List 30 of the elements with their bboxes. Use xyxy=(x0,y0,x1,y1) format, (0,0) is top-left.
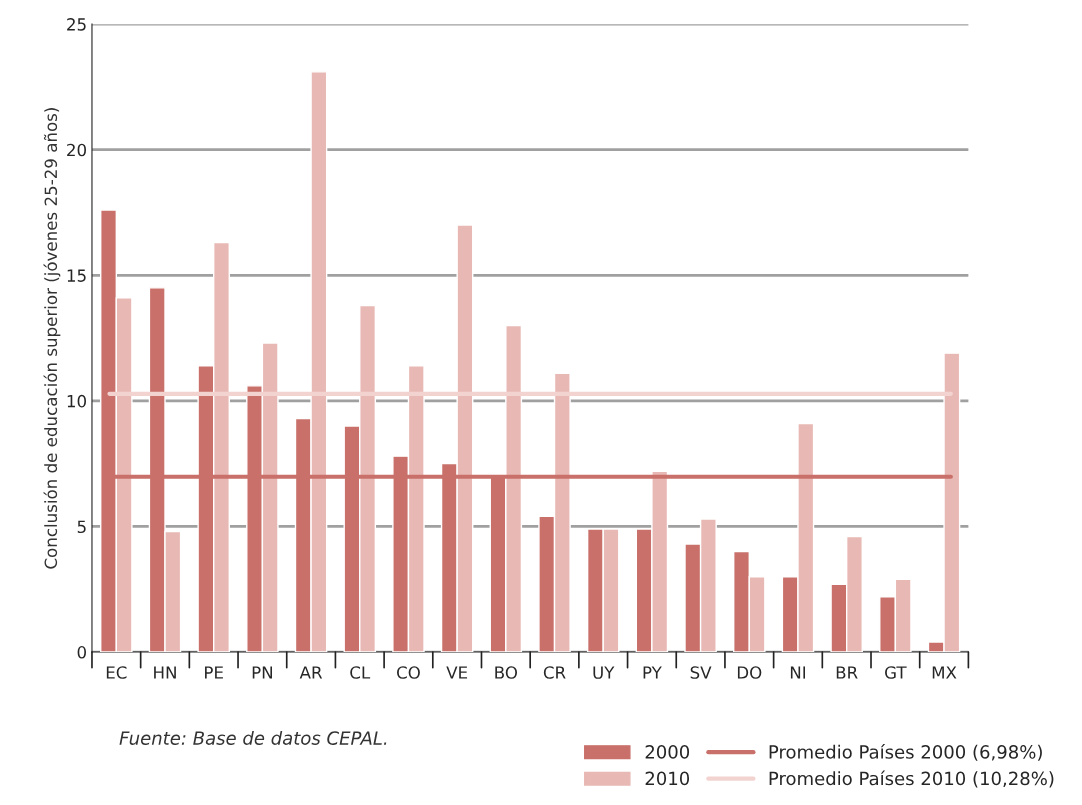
x-tick-label: NI xyxy=(790,666,806,679)
y-tick-label: 0 xyxy=(77,646,86,659)
y-tick-label: 20 xyxy=(67,143,86,157)
x-tick-label: EC xyxy=(106,666,127,679)
x-tick-label: MX xyxy=(932,666,957,679)
x-tick-label: UY xyxy=(593,666,615,679)
x-tick-label: PE xyxy=(205,666,223,679)
x-tick-label: AR xyxy=(299,666,323,679)
x-tick-label: PN xyxy=(252,666,273,679)
x-tick-label: BR xyxy=(836,666,858,679)
legend-label: Promedio Países 2000 (6,98%) xyxy=(769,744,1042,761)
x-tick-label: PY xyxy=(643,666,662,679)
y-tick-label: 25 xyxy=(67,18,86,31)
x-tick-label: HN xyxy=(154,666,176,679)
y-tick-label: 5 xyxy=(77,520,86,534)
legend-label: Promedio Países 2010 (10,28%) xyxy=(769,770,1054,788)
y-tick-label: 15 xyxy=(67,269,86,282)
x-tick-label: VE xyxy=(446,666,468,679)
y-tick-label: 10 xyxy=(67,394,86,408)
legend-label: 2010 xyxy=(645,771,690,786)
x-tick-label: BO xyxy=(495,666,518,679)
x-tick-label: CR xyxy=(543,666,566,679)
x-tick-label: DO xyxy=(737,666,762,679)
y-axis-title: Conclusión de educación superior (jóvenes 25-29 años) xyxy=(43,108,61,569)
x-tick-label: CL xyxy=(350,666,371,679)
source-note: Fuente: Base de datos CEPAL. xyxy=(119,730,387,745)
x-tick-label: GT xyxy=(885,666,907,679)
legend-label: 2000 xyxy=(645,745,690,759)
x-tick-label: SV xyxy=(690,666,712,679)
x-tick-label: CO xyxy=(397,666,420,679)
